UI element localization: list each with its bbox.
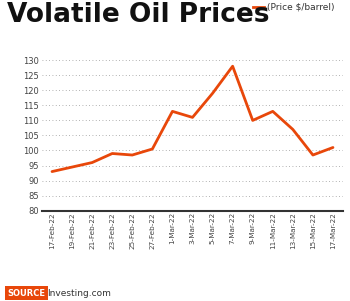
Legend: (Price $/barrel): (Price $/barrel)	[249, 0, 338, 15]
Text: SOURCE: SOURCE	[7, 289, 45, 298]
Text: Investing.com: Investing.com	[47, 289, 111, 298]
Text: Volatile Oil Prices: Volatile Oil Prices	[7, 2, 270, 27]
